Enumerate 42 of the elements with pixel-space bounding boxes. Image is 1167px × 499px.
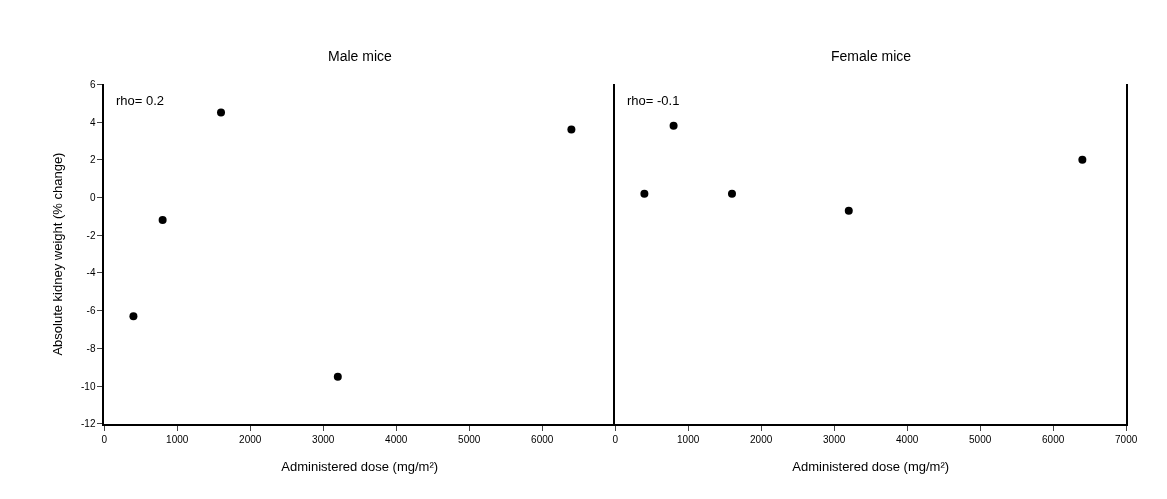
point: [1078, 155, 1087, 164]
y-tick-label: -6: [86, 305, 96, 317]
x-tick-label: 2000: [239, 433, 262, 445]
x-tick-label: 0: [101, 433, 108, 445]
x-tick-label: 6000: [1042, 433, 1065, 445]
annotation: rho= 0.2: [116, 93, 165, 108]
point: [669, 121, 678, 130]
chart-title: Female mice: [831, 48, 912, 64]
y-tick-label: 4: [89, 116, 96, 128]
y-tick-label: -2: [86, 229, 96, 241]
y-tick-label: -10: [81, 380, 96, 392]
y-tick-label: -8: [86, 342, 96, 354]
x-tick-label: 6000: [531, 433, 554, 445]
x-axis-title: Administered dose (mg/m²): [281, 458, 439, 474]
y-tick-label: -4: [86, 267, 96, 279]
annotation: rho= -0.1: [627, 93, 680, 108]
y-tick-label: 6: [89, 78, 96, 90]
x-tick-label: 7000: [1115, 433, 1138, 445]
x-tick-label: 4000: [385, 433, 408, 445]
point: [640, 189, 649, 198]
x-axis-title: Administered dose (mg/m²): [792, 458, 950, 474]
point: [129, 312, 138, 321]
chart-title: Male mice: [328, 48, 393, 64]
x-tick-label: 1000: [677, 433, 700, 445]
x-tick-label: 5000: [969, 433, 992, 445]
y-tick-label: 0: [89, 191, 96, 203]
y-tick-label: -12: [81, 418, 96, 430]
x-tick-label: 5000: [458, 433, 481, 445]
x-tick-label: 3000: [312, 433, 335, 445]
point: [333, 372, 342, 381]
y-tick-label: 2: [89, 154, 96, 166]
x-tick-label: 2000: [750, 433, 773, 445]
x-tick-label: 1000: [166, 433, 189, 445]
point: [727, 189, 736, 198]
point: [567, 125, 576, 134]
point: [158, 216, 167, 225]
x-tick-label: 4000: [896, 433, 919, 445]
point: [844, 206, 853, 215]
x-tick-label: 0: [612, 433, 619, 445]
x-tick-label: 3000: [823, 433, 846, 445]
point: [217, 108, 226, 117]
y-axis-title: Absolute kidney weight (% change): [50, 152, 66, 356]
